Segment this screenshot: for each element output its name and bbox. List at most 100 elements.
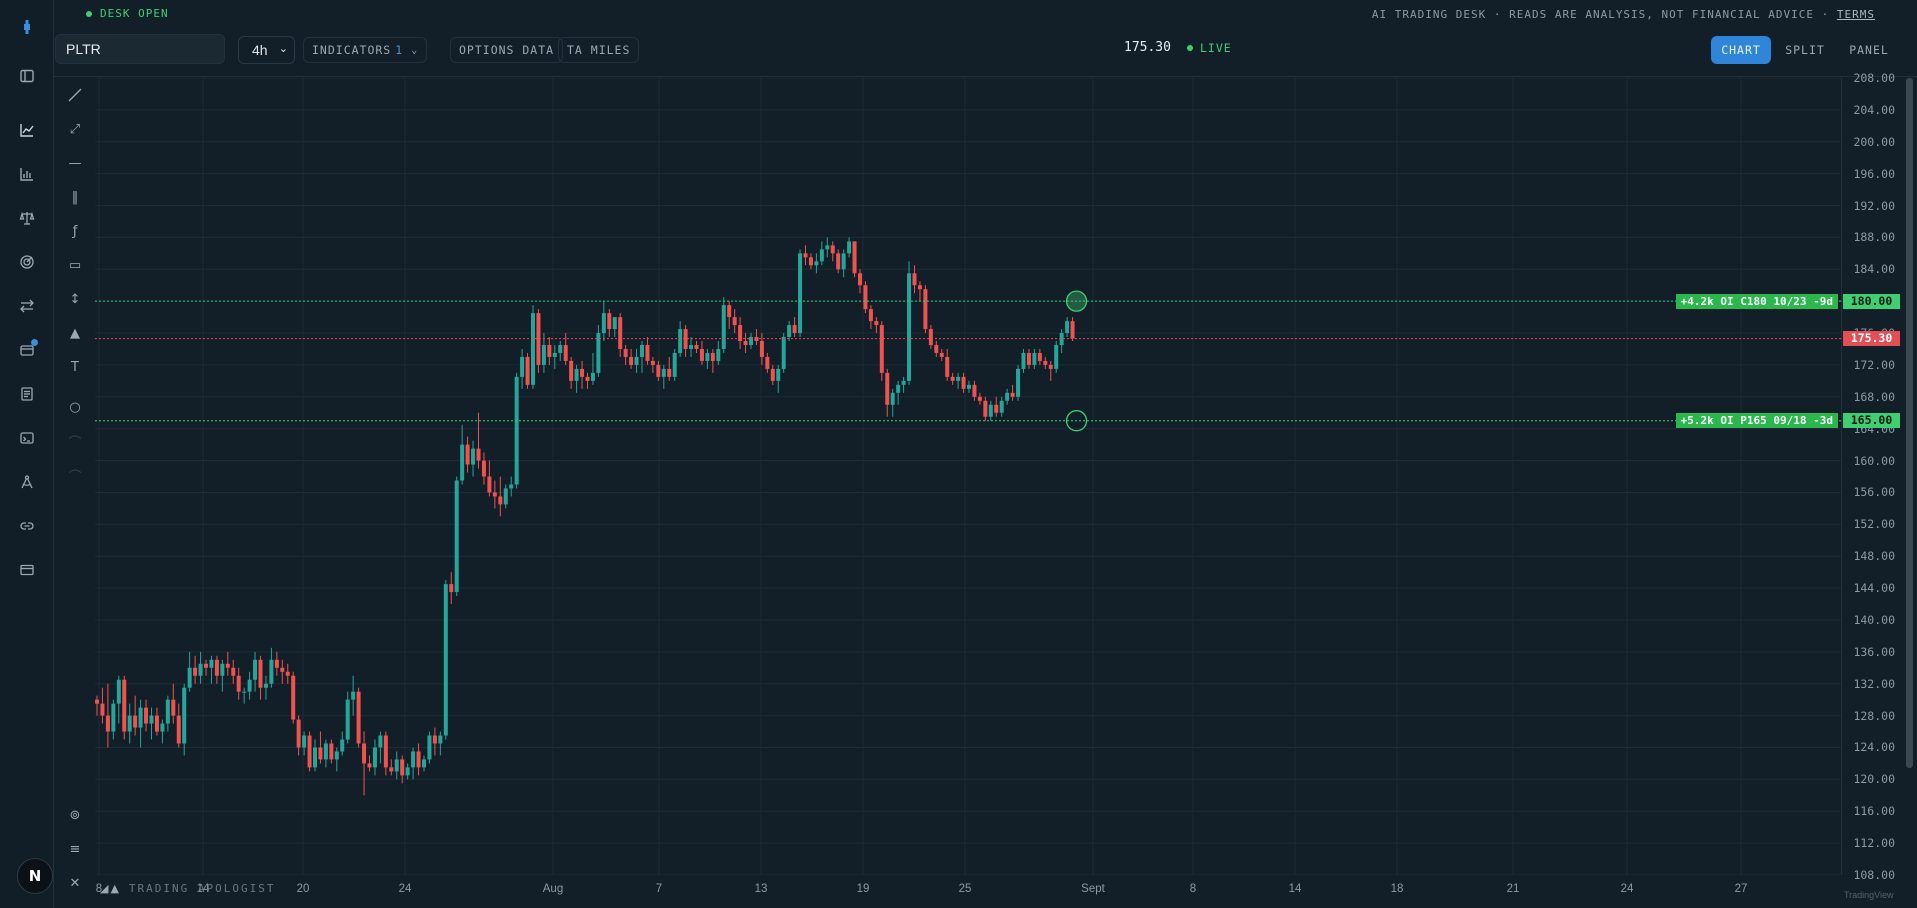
price-axis[interactable]: 108.00 112.00 116.00 120.00 124.00 128.00 132.…	[1841, 71, 1902, 882]
candle-body	[116, 679, 121, 704]
vertical-line-icon[interactable]: ‖	[71, 189, 79, 205]
indicators-button[interactable]: INDICATORS 1 ⌄	[303, 37, 428, 63]
price-chart[interactable]	[95, 78, 1842, 875]
candle-body	[460, 444, 465, 481]
candle-body	[242, 691, 247, 693]
terms-link[interactable]: TERMS	[1836, 8, 1875, 21]
sidebar-toggle-icon[interactable]	[14, 64, 40, 88]
bar-chart-icon[interactable]	[14, 162, 40, 186]
candle-body	[689, 344, 694, 349]
candle-body	[580, 368, 585, 377]
price-tick-label: 132.00	[1853, 676, 1895, 691]
candle-body	[394, 759, 399, 772]
symbol-input[interactable]	[55, 34, 225, 64]
candle-body	[727, 305, 732, 318]
ta-miles-button[interactable]: TA MILES	[558, 37, 640, 63]
view-chart-button[interactable]: CHART	[1711, 36, 1771, 64]
card-icon[interactable]	[14, 558, 40, 582]
candle-body	[803, 253, 808, 258]
candle-body	[928, 329, 933, 345]
candle-body	[372, 747, 377, 768]
avatar[interactable]: N	[17, 858, 53, 894]
candle-body	[705, 352, 710, 361]
candle-body	[263, 683, 268, 688]
price-tick-label: 116.00	[1853, 804, 1895, 819]
oi-level-label: +5.2k OI P165 09/18 -3d	[1675, 413, 1838, 429]
wallet-icon[interactable]	[14, 338, 40, 362]
time-tick-label: 14	[1288, 883, 1302, 895]
time-tick-label: 24	[1620, 883, 1634, 895]
scales-icon[interactable]	[14, 206, 40, 230]
price-tick-label: 192.00	[1853, 198, 1895, 213]
candle-body	[661, 368, 666, 377]
candle-body	[487, 476, 492, 493]
candle-body	[858, 273, 862, 286]
chevron-down-icon: ⌄	[278, 43, 288, 55]
view-panel-button[interactable]: PANEL	[1849, 43, 1889, 57]
options-data-button[interactable]: OPTIONS DATA	[450, 37, 564, 63]
candle-body	[907, 273, 912, 381]
candle-body	[759, 341, 764, 357]
candle-body	[890, 392, 895, 405]
circle-icon[interactable]: ○	[69, 399, 81, 415]
price-tick-label: 188.00	[1853, 230, 1895, 245]
desk-status: DESK OPEN	[86, 7, 169, 20]
measure-icon[interactable]: ↕	[69, 291, 81, 307]
candle-body	[1048, 364, 1053, 369]
path-icon[interactable]: ⌒	[68, 469, 82, 485]
oi-level-label: +4.2k OI C180 10/23 -9d	[1675, 293, 1838, 309]
text-icon[interactable]: T	[71, 359, 79, 375]
candle-body	[547, 344, 552, 357]
timeframe-select[interactable]: 4h ⌄	[238, 36, 295, 64]
candle-body	[694, 344, 699, 349]
trend-line-icon[interactable]	[63, 84, 87, 106]
document-icon[interactable]	[14, 382, 40, 406]
price-tick-label: 184.00	[1853, 262, 1895, 277]
brush-icon[interactable]: ⌒	[68, 435, 82, 451]
triangle-icon[interactable]: ▲	[70, 325, 80, 341]
candle-body	[432, 735, 437, 744]
fib-icon[interactable]: ƒ	[72, 223, 78, 239]
candle-body	[569, 360, 574, 381]
radar-icon[interactable]	[14, 250, 40, 274]
time-axis[interactable]: 8 14 20 24 Aug 7 13 19 25 Sept 8 14 18 21 24 27	[95, 875, 1842, 908]
candle-body	[923, 289, 928, 330]
candle-body	[247, 679, 252, 692]
close-icon[interactable]: ✕	[69, 875, 81, 891]
candle-body	[334, 751, 339, 760]
compass-icon[interactable]	[14, 470, 40, 494]
candle-body	[738, 325, 743, 342]
terminal-icon[interactable]	[14, 426, 40, 450]
candle-body	[596, 333, 601, 373]
logo-icon[interactable]	[14, 15, 40, 39]
line-chart-icon[interactable]	[14, 118, 40, 142]
candle-body	[165, 699, 170, 724]
brand-mark-icon: ◢▲	[100, 882, 121, 895]
disclaimer: AI TRADING DESK · READS ARE ANALYSIS, NO…	[1372, 8, 1875, 21]
price-tick-label: 168.00	[1853, 389, 1895, 404]
desk-status-label: DESK OPEN	[100, 7, 169, 20]
candle-body	[977, 396, 982, 401]
settings-icon[interactable]: ⊚	[69, 807, 81, 823]
candle-body	[220, 663, 225, 676]
candle-body	[896, 384, 901, 393]
live-dot	[1187, 45, 1193, 51]
candle-body	[525, 356, 530, 385]
time-tick-label: 25	[958, 883, 972, 895]
ray-icon[interactable]: ⤢	[69, 121, 81, 137]
candle-body	[879, 325, 884, 373]
link-icon[interactable]	[14, 514, 40, 538]
rectangle-icon[interactable]: ▭	[68, 257, 82, 273]
list-icon[interactable]: ≡	[69, 841, 81, 857]
price-tick-label: 108.00	[1853, 868, 1895, 882]
time-tick-label: 21	[1506, 883, 1520, 895]
candle-body	[1054, 344, 1059, 369]
view-split-button[interactable]: SPLIT	[1785, 43, 1825, 57]
candle-body	[498, 496, 503, 505]
scrollbar[interactable]	[1906, 78, 1913, 768]
candle-body	[193, 667, 198, 676]
swap-icon[interactable]	[14, 294, 40, 318]
candle-body	[503, 488, 508, 505]
horizontal-line-icon[interactable]: —	[68, 155, 82, 171]
